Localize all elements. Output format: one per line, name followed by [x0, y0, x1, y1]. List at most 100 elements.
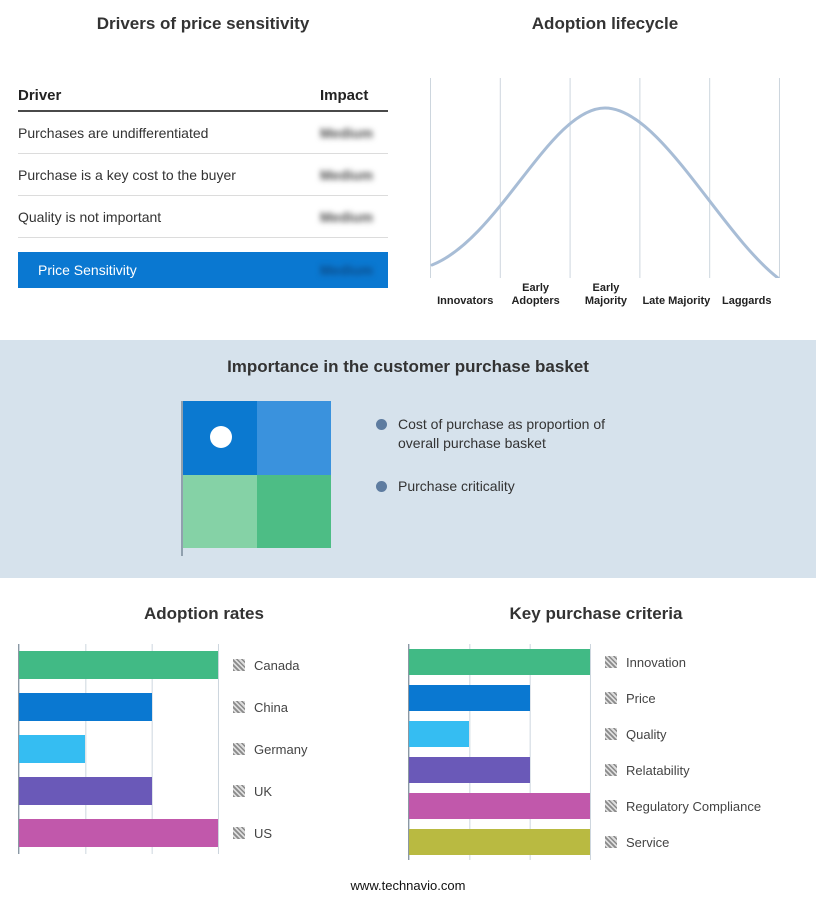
- legend-swatch-icon: [605, 836, 617, 848]
- table-row: Purchases are undifferentiated Medium: [18, 112, 388, 154]
- legend-swatch-icon: [233, 743, 245, 755]
- lifecycle-chart: [430, 78, 780, 278]
- impact-value: Medium: [320, 166, 373, 183]
- driver-label: Purchase is a key cost to the buyer: [18, 166, 236, 183]
- drivers-panel: Drivers of price sensitivity Driver Impa…: [18, 14, 388, 288]
- lifecycle-curve: [430, 106, 780, 278]
- purchase-basket-body: Cost of purchase as proportion of overal…: [0, 401, 816, 556]
- legend-swatch-icon: [605, 656, 617, 668]
- adoption-rates-chart: Canada China Germany UK US: [18, 644, 390, 854]
- legend-item: UK: [233, 770, 307, 812]
- legend-label: Quality: [626, 726, 667, 742]
- bar-uk: [19, 777, 152, 805]
- driver-label: Quality is not important: [18, 208, 162, 225]
- bell-curve-svg: [430, 106, 780, 278]
- legend-label: Service: [626, 834, 670, 850]
- impact-value: Medium: [320, 124, 373, 141]
- stage-label-innovators: Innovators: [437, 295, 494, 307]
- bar-service: [409, 829, 590, 855]
- website-url: www.technavio.com: [350, 878, 466, 893]
- legend-label: Price: [626, 690, 656, 706]
- legend-label: Innovation: [626, 654, 686, 670]
- legend-swatch-icon: [605, 692, 617, 704]
- legend-label: Germany: [254, 741, 308, 757]
- legend-item: Germany: [233, 728, 307, 770]
- purchase-basket-matrix: [183, 401, 331, 548]
- column-header-impact: Impact: [320, 87, 369, 104]
- legend-swatch-icon: [605, 800, 617, 812]
- legend-item: China: [233, 686, 307, 728]
- footer: www.technavio.com: [0, 878, 816, 893]
- purchase-basket-title: Importance in the customer purchase bask…: [227, 357, 589, 376]
- stage-label-early-majority: Early Majority: [584, 282, 628, 307]
- driver-label: Purchases are undifferentiated: [18, 124, 209, 141]
- key-purchase-criteria-title: Key purchase criteria: [509, 604, 683, 623]
- legend-item: Price: [605, 680, 761, 716]
- bar-us: [19, 819, 218, 847]
- bar-germany: [19, 735, 86, 763]
- legend-swatch-icon: [233, 659, 245, 671]
- legend-item: US: [233, 812, 307, 854]
- bottom-section: Adoption rates Canada China Germany UK U…: [0, 578, 816, 902]
- bar-regulatory-compliance: [409, 793, 590, 819]
- legend-label: Relatability: [626, 762, 690, 778]
- legend-item: Relatability: [605, 752, 761, 788]
- purchase-basket-section: Importance in the customer purchase bask…: [0, 340, 816, 578]
- list-item: Cost of purchase as proportion of overal…: [376, 415, 638, 453]
- price-sensitivity-label: Price Sensitivity: [38, 262, 137, 278]
- legend-swatch-icon: [605, 728, 617, 740]
- bullet-icon: [376, 481, 387, 492]
- adoption-rates-legend: Canada China Germany UK US: [233, 644, 307, 854]
- bar-quality: [409, 721, 470, 747]
- legend-swatch-icon: [233, 827, 245, 839]
- key-purchase-criteria-chart: Innovation Price Quality Relatability Re…: [390, 644, 802, 860]
- position-dot: [210, 426, 232, 448]
- legend-label: Canada: [254, 657, 300, 673]
- stage-label-laggards: Laggards: [722, 295, 772, 307]
- quadrant-bottom-left: [183, 475, 257, 548]
- adoption-lifecycle-panel: Adoption lifecycle Innovators Early Adop…: [408, 14, 802, 308]
- legend-label: UK: [254, 783, 273, 799]
- legend-swatch-icon: [233, 785, 245, 797]
- quadrant-bottom-right: [257, 475, 331, 548]
- quadrant-top-left: [183, 401, 257, 475]
- adoption-rates-panel: Adoption rates Canada China Germany UK U…: [18, 604, 390, 854]
- adoption-rates-title: Adoption rates: [144, 604, 264, 623]
- table-row: Quality is not important Medium: [18, 196, 388, 238]
- lifecycle-stage-labels: Innovators Early Adopters Early Majority…: [430, 282, 782, 308]
- bullet-icon: [376, 419, 387, 430]
- drivers-table-header: Driver Impact: [18, 78, 388, 112]
- drivers-table: Driver Impact Purchases are undifferenti…: [18, 78, 388, 288]
- bar-relatability: [409, 757, 530, 783]
- legend-label: Regulatory Compliance: [626, 798, 762, 814]
- legend-swatch-icon: [605, 764, 617, 776]
- top-section: Drivers of price sensitivity Driver Impa…: [0, 0, 816, 340]
- key-purchase-criteria-panel: Key purchase criteria Innovation Price Q…: [390, 604, 802, 860]
- legend-label: China: [254, 699, 288, 715]
- legend-item: Regulatory Compliance: [605, 788, 761, 824]
- quadrant-top-right: [257, 401, 331, 475]
- legend-item: Canada: [233, 644, 307, 686]
- bar-price: [409, 685, 530, 711]
- price-sensitivity-value: Medium: [320, 262, 373, 278]
- impact-value: Medium: [320, 208, 373, 225]
- purchase-basket-bullets: Cost of purchase as proportion of overal…: [376, 415, 638, 556]
- legend-item: Innovation: [605, 644, 761, 680]
- lifecycle-title: Adoption lifecycle: [531, 14, 679, 33]
- key-purchase-criteria-plot: [408, 644, 591, 860]
- legend-label: US: [254, 825, 273, 841]
- list-item: Purchase criticality: [376, 477, 638, 496]
- column-header-driver: Driver: [18, 87, 62, 104]
- drivers-title: Drivers of price sensitivity: [96, 14, 310, 33]
- bar-innovation: [409, 649, 590, 675]
- table-row: Purchase is a key cost to the buyer Medi…: [18, 154, 388, 196]
- legend-swatch-icon: [233, 701, 245, 713]
- stage-label-late-majority: Late Majority: [642, 295, 711, 307]
- legend-item: Service: [605, 824, 761, 860]
- key-purchase-criteria-legend: Innovation Price Quality Relatability Re…: [605, 644, 761, 860]
- bar-china: [19, 693, 152, 721]
- bullet-text: Purchase criticality: [398, 478, 515, 494]
- bar-canada: [19, 651, 218, 679]
- legend-item: Quality: [605, 716, 761, 752]
